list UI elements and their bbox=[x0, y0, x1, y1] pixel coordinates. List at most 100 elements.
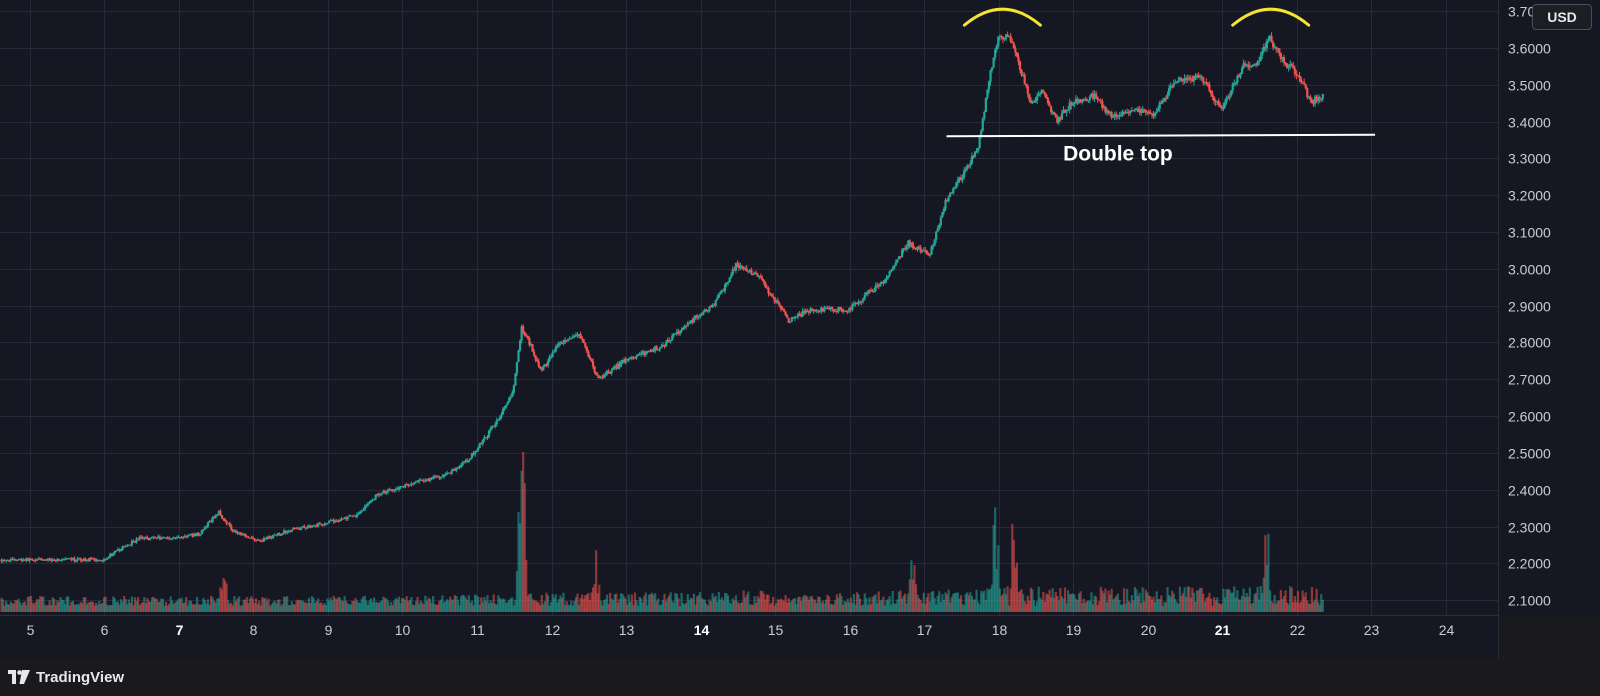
price-axis[interactable]: 3.70003.60003.50003.40003.30003.20003.10… bbox=[1508, 4, 1551, 609]
volume-bar bbox=[95, 602, 98, 612]
candle-body bbox=[354, 515, 357, 517]
volume-bar bbox=[295, 600, 298, 612]
candle-body bbox=[191, 534, 194, 537]
candle-body bbox=[1279, 53, 1282, 60]
volume-bar bbox=[96, 604, 99, 612]
volume-bar bbox=[352, 600, 356, 612]
candle-body bbox=[584, 343, 587, 347]
candle-body bbox=[46, 558, 50, 561]
volume-bar bbox=[697, 594, 700, 612]
volume-bar bbox=[619, 593, 623, 612]
candle-body bbox=[491, 426, 494, 429]
candle-body bbox=[237, 532, 241, 534]
candle-body bbox=[636, 354, 640, 356]
volume-bar bbox=[669, 592, 672, 612]
volume-bar bbox=[62, 600, 65, 612]
candle-body bbox=[899, 256, 902, 258]
candle-body bbox=[307, 525, 311, 528]
candle-body bbox=[182, 537, 185, 539]
volume-bar bbox=[1175, 602, 1178, 612]
candle-body bbox=[1262, 46, 1265, 52]
volume-bar bbox=[1166, 587, 1169, 612]
candle-body bbox=[116, 549, 120, 551]
candle-body bbox=[660, 346, 663, 349]
candle-body bbox=[1214, 100, 1217, 103]
candle-body bbox=[1099, 100, 1102, 102]
volume-bar bbox=[556, 602, 559, 612]
candle-body bbox=[428, 478, 432, 481]
candle-body bbox=[1163, 98, 1166, 101]
candle-body bbox=[470, 453, 474, 458]
volume-bar bbox=[214, 602, 217, 612]
price-chart[interactable]: Double top 3.70003.60003.50003.40003.300… bbox=[0, 0, 1600, 658]
volume-bar bbox=[334, 598, 337, 612]
candle-body bbox=[64, 558, 67, 560]
volume-bar bbox=[1119, 604, 1123, 612]
volume-bar bbox=[188, 600, 191, 612]
candle-body bbox=[1191, 79, 1194, 82]
volume-bar bbox=[1126, 588, 1129, 612]
volume-bar bbox=[945, 594, 949, 612]
volume-bar bbox=[607, 603, 610, 612]
price-tick-label: 2.2000 bbox=[1508, 556, 1551, 572]
candle-body bbox=[318, 522, 321, 524]
candle-body bbox=[82, 558, 85, 562]
tradingview-brand-name[interactable]: TradingView bbox=[36, 668, 125, 686]
candle-body bbox=[1017, 56, 1020, 62]
currency-selector-button[interactable]: USD bbox=[1532, 4, 1592, 30]
volume-bar bbox=[966, 592, 969, 612]
candle-body bbox=[556, 345, 559, 348]
volume-bar bbox=[1189, 597, 1192, 612]
volume-bar bbox=[91, 602, 95, 612]
volume-bar bbox=[1292, 602, 1295, 612]
candle-body bbox=[486, 436, 489, 439]
volume-bar bbox=[469, 602, 472, 612]
candle-body bbox=[759, 276, 762, 279]
volume-bar bbox=[1178, 586, 1182, 612]
candle-body bbox=[1115, 114, 1118, 117]
candle-body bbox=[501, 408, 505, 415]
volume-bar bbox=[255, 598, 258, 612]
candle-body bbox=[467, 460, 470, 462]
volume-bar bbox=[1240, 596, 1244, 612]
candle-body bbox=[1299, 78, 1303, 83]
candle-body bbox=[1200, 76, 1203, 78]
tradingview-logo-icon[interactable] bbox=[8, 669, 30, 685]
chart-area[interactable]: Double top 3.7000 3.6000 3.5000 3.4000 3.300… bbox=[0, 0, 1600, 658]
candle-body bbox=[140, 536, 143, 538]
volume-bar bbox=[413, 605, 416, 612]
candle-body bbox=[1289, 64, 1292, 68]
volume-bar bbox=[956, 592, 960, 612]
volume-bar bbox=[841, 604, 845, 612]
candle-body bbox=[933, 239, 936, 246]
volume-bar bbox=[427, 597, 430, 612]
volume-bar bbox=[241, 605, 244, 612]
candle-body bbox=[548, 356, 551, 361]
candle-body bbox=[489, 428, 492, 431]
candle-body bbox=[1157, 108, 1160, 112]
volume-bar bbox=[133, 597, 137, 612]
volume-bar bbox=[683, 604, 686, 612]
candle-body bbox=[76, 558, 79, 561]
candle-body bbox=[590, 358, 593, 362]
time-axis-background[interactable] bbox=[0, 615, 1498, 658]
price-axis-background[interactable] bbox=[1498, 0, 1600, 615]
volume-bar bbox=[298, 599, 301, 612]
candle-body bbox=[478, 443, 481, 449]
candle-body bbox=[1032, 101, 1036, 103]
volume-bar bbox=[150, 597, 154, 612]
time-axis[interactable]: 5 6 7 8 9 10 11 12 13 14 15 16 17 18 19 20 21 22 23 24 bbox=[27, 622, 1455, 638]
volume-bar bbox=[123, 596, 126, 612]
volume-bar bbox=[941, 594, 944, 612]
candle-body bbox=[267, 537, 270, 539]
volume-bar bbox=[1250, 604, 1253, 612]
volume-bar bbox=[1073, 594, 1076, 612]
candle-body bbox=[1164, 98, 1168, 100]
volume-bar bbox=[899, 590, 902, 612]
candle-body bbox=[719, 292, 722, 295]
volume-bar bbox=[1231, 592, 1234, 612]
volume-bar bbox=[636, 605, 640, 612]
candle-body bbox=[255, 539, 258, 541]
candle-body bbox=[178, 537, 182, 539]
candle-body bbox=[658, 348, 661, 350]
